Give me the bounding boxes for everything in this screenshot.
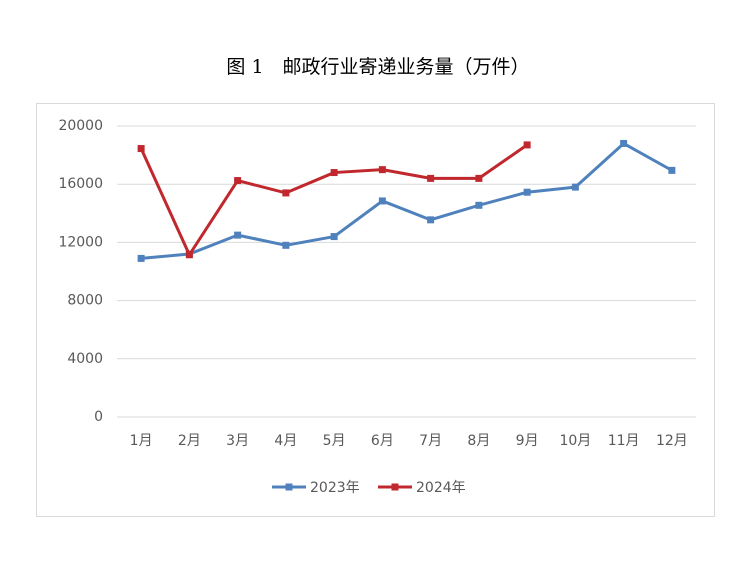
chart-title: 图 1 邮政行业寄递业务量（万件） (226, 56, 529, 78)
point-marker (523, 141, 531, 149)
point-marker (620, 139, 628, 147)
point-marker (137, 254, 145, 262)
y-tick-label: 8000 (67, 293, 103, 309)
y-tick-label: 20000 (58, 118, 103, 134)
point-marker (282, 241, 290, 249)
x-tick-label: 11月 (608, 433, 640, 449)
x-tick-label: 8月 (467, 433, 490, 449)
point-marker (523, 188, 531, 196)
point-marker (668, 166, 676, 174)
y-tick-label: 4000 (67, 351, 103, 367)
point-marker (330, 233, 338, 241)
point-marker (330, 169, 338, 177)
point-marker (234, 177, 242, 185)
point-marker (427, 216, 435, 224)
x-tick-label: 3月 (226, 433, 249, 449)
legend-marker (285, 483, 293, 491)
x-tick-label: 4月 (274, 433, 297, 449)
point-marker (571, 183, 579, 191)
x-tick-label: 10月 (559, 433, 591, 449)
point-marker (475, 201, 483, 209)
point-marker (378, 166, 386, 174)
x-tick-label: 9月 (516, 433, 539, 449)
point-marker (282, 189, 290, 197)
x-tick-label: 12月 (656, 433, 688, 449)
legend-label: 2024年 (416, 480, 466, 496)
y-tick-label: 16000 (58, 176, 103, 192)
point-marker (137, 145, 145, 153)
point-marker (185, 251, 193, 259)
x-tick-label: 2月 (178, 433, 201, 449)
legend-marker (391, 483, 399, 491)
y-tick-label: 0 (94, 409, 103, 425)
point-marker (234, 231, 242, 239)
point-marker (378, 197, 386, 205)
x-tick-label: 5月 (323, 433, 346, 449)
y-tick-label: 12000 (58, 234, 103, 250)
x-tick-label: 6月 (371, 433, 394, 449)
legend-label: 2023年 (310, 480, 360, 496)
x-tick-label: 1月 (130, 433, 153, 449)
series-line (140, 141, 673, 260)
point-marker (475, 174, 483, 182)
x-tick-label: 7月 (419, 433, 442, 449)
point-marker (427, 174, 435, 182)
chart-frame (36, 103, 715, 517)
